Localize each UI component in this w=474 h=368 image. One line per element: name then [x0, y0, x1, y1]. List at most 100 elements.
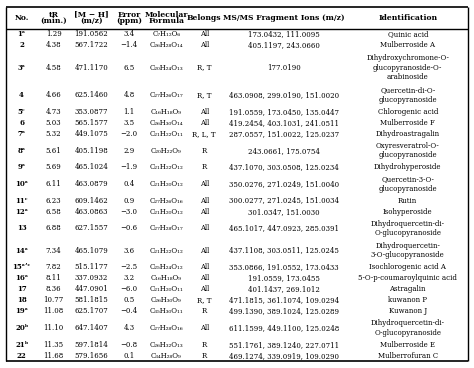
Text: 4.66: 4.66 — [46, 91, 62, 99]
Text: C₂₇H₂₆O₁₆: C₂₇H₂₆O₁₆ — [150, 197, 183, 205]
Text: 8.36: 8.36 — [46, 285, 61, 293]
Text: 350.0276, 271.0249, 151.0040: 350.0276, 271.0249, 151.0040 — [228, 180, 339, 188]
Text: 581.1815: 581.1815 — [74, 296, 108, 304]
Text: 4.3: 4.3 — [123, 324, 135, 332]
Text: All: All — [200, 197, 209, 205]
Text: (m/z): (m/z) — [80, 17, 103, 25]
Text: 5.61: 5.61 — [46, 147, 62, 155]
Text: Mulberrofuran C: Mulberrofuran C — [378, 352, 438, 360]
Text: 449.1075: 449.1075 — [74, 130, 108, 138]
Text: 10.77: 10.77 — [44, 296, 64, 304]
Text: C₃₅H₃₀O₁₁: C₃₅H₃₀O₁₁ — [149, 308, 183, 315]
Text: R, L, T: R, L, T — [192, 130, 216, 138]
Text: C₂₁H₂₂O₁₂: C₂₁H₂₂O₁₂ — [149, 247, 183, 255]
Text: Molecular: Molecular — [145, 11, 188, 19]
Text: R, T: R, T — [197, 91, 211, 99]
Text: All: All — [200, 30, 209, 38]
Text: 597.1814: 597.1814 — [74, 341, 108, 349]
Text: 611.1599, 449.1100, 125.0248: 611.1599, 449.1100, 125.0248 — [228, 324, 339, 332]
Text: 11.68: 11.68 — [44, 352, 64, 360]
Text: 2: 2 — [19, 42, 24, 49]
Text: 5.03: 5.03 — [46, 119, 61, 127]
Text: 0.5: 0.5 — [123, 296, 135, 304]
Text: 1ᵃ: 1ᵃ — [18, 30, 26, 38]
Text: 191.0559, 173.0450, 135.0447: 191.0559, 173.0450, 135.0447 — [228, 108, 339, 116]
Text: C₂₀H₂₄O₁₃: C₂₀H₂₄O₁₃ — [150, 64, 183, 72]
Text: MS/MS Fragment Ions (m/z): MS/MS Fragment Ions (m/z) — [223, 14, 345, 22]
Text: 287.0557, 151.0022, 125.0237: 287.0557, 151.0022, 125.0237 — [228, 130, 339, 138]
Text: Mulberroside A: Mulberroside A — [380, 42, 435, 49]
Text: All: All — [200, 285, 209, 293]
Text: 6.5: 6.5 — [123, 64, 135, 72]
Text: 5.32: 5.32 — [46, 130, 61, 138]
Text: 0.9: 0.9 — [123, 197, 135, 205]
Text: 463.0879: 463.0879 — [74, 180, 108, 188]
Text: −1.9: −1.9 — [120, 163, 137, 171]
Text: 515.1177: 515.1177 — [74, 263, 108, 271]
Text: 7ᵃ: 7ᵃ — [18, 130, 26, 138]
Text: All: All — [200, 42, 209, 49]
Text: 3.4: 3.4 — [123, 30, 135, 38]
Text: 5ᶜ: 5ᶜ — [18, 108, 26, 116]
Text: 11.08: 11.08 — [44, 308, 64, 315]
Text: 177.0190: 177.0190 — [267, 64, 301, 72]
Text: 17: 17 — [17, 285, 27, 293]
Text: 469.1274, 339.0919, 109.0290: 469.1274, 339.0919, 109.0290 — [228, 352, 339, 360]
Text: 6.58: 6.58 — [46, 208, 62, 216]
Text: Dihydroquercetin-di-
O-glucopyranoside: Dihydroquercetin-di- O-glucopyranoside — [371, 319, 445, 337]
Text: 191.0562: 191.0562 — [74, 30, 108, 38]
Text: 7.34: 7.34 — [46, 247, 61, 255]
Text: 5.69: 5.69 — [46, 163, 62, 171]
Text: No.: No. — [14, 14, 29, 22]
Text: 567.1722: 567.1722 — [74, 42, 108, 49]
Text: 3.5: 3.5 — [123, 119, 135, 127]
Text: Quercetin-3-O-
glucopyranoside: Quercetin-3-O- glucopyranoside — [378, 175, 437, 193]
Text: C₁₆H₁₈O₉: C₁₆H₁₈O₉ — [151, 108, 182, 116]
Text: 4.8: 4.8 — [123, 91, 135, 99]
Text: 0.4: 0.4 — [123, 180, 135, 188]
Text: 463.0863: 463.0863 — [74, 208, 108, 216]
Text: 13: 13 — [17, 224, 27, 232]
Text: 4.58: 4.58 — [46, 64, 62, 72]
Text: Kuwanon J: Kuwanon J — [389, 308, 427, 315]
Text: C₂₁H₂₀O₁₂: C₂₁H₂₀O₁₂ — [149, 180, 183, 188]
Text: All: All — [200, 180, 209, 188]
Text: 243.0661, 175.0754: 243.0661, 175.0754 — [248, 147, 319, 155]
Text: 12ᵃ: 12ᵃ — [15, 208, 28, 216]
Text: 3.2: 3.2 — [123, 274, 135, 282]
Text: 465.1079: 465.1079 — [74, 247, 108, 255]
Text: R: R — [201, 308, 207, 315]
Text: Oxyresveratrol-O-
glucopyranoside: Oxyresveratrol-O- glucopyranoside — [376, 142, 439, 159]
Text: 579.1656: 579.1656 — [74, 352, 108, 360]
Text: C₂₇H₂₆O₁₇: C₂₇H₂₆O₁₇ — [150, 91, 183, 99]
Text: 3.6: 3.6 — [123, 247, 135, 255]
Text: 301.0347, 151.0030: 301.0347, 151.0030 — [248, 208, 319, 216]
Text: (min.): (min.) — [40, 17, 67, 25]
Text: 609.1462: 609.1462 — [74, 197, 108, 205]
Text: 191.0559, 173.0455: 191.0559, 173.0455 — [248, 274, 319, 282]
Text: tR: tR — [48, 11, 59, 19]
Text: R: R — [201, 341, 207, 349]
Text: 471.1170: 471.1170 — [74, 64, 108, 72]
Text: 647.1407: 647.1407 — [74, 324, 108, 332]
Text: C₁₆H₁₈O₉: C₁₆H₁₈O₉ — [151, 274, 182, 282]
Text: 437.1070, 303.0508, 125.0234: 437.1070, 303.0508, 125.0234 — [229, 163, 338, 171]
Text: 21ᵇ: 21ᵇ — [15, 341, 28, 349]
Text: Quercetin-di-O-
glucopyranoside: Quercetin-di-O- glucopyranoside — [378, 86, 437, 104]
Text: All: All — [200, 119, 209, 127]
Text: 337.0932: 337.0932 — [75, 274, 108, 282]
Text: 463.0908, 299.0190, 151.0020: 463.0908, 299.0190, 151.0020 — [228, 91, 339, 99]
Text: C₂₆H₃₀O₉: C₂₆H₃₀O₉ — [151, 296, 182, 304]
Text: All: All — [200, 208, 209, 216]
Text: 1.29: 1.29 — [46, 30, 62, 38]
Text: C₂₆H₂₈O₁₄: C₂₆H₂₈O₁₄ — [150, 42, 183, 49]
Text: [M − H]: [M − H] — [74, 11, 109, 19]
Text: 5-O-p-coumaroylquinic acid: 5-O-p-coumaroylquinic acid — [358, 274, 457, 282]
Text: 11ᶜ: 11ᶜ — [15, 197, 28, 205]
Text: 471.1815, 361.1074, 109.0294: 471.1815, 361.1074, 109.0294 — [228, 296, 339, 304]
Text: −2.5: −2.5 — [120, 263, 137, 271]
Text: Isochlorogenic acid A: Isochlorogenic acid A — [369, 263, 446, 271]
Text: 465.1017, 447.0923, 285.0391: 465.1017, 447.0923, 285.0391 — [228, 224, 339, 232]
Text: kuwanon P: kuwanon P — [388, 296, 427, 304]
Text: 437.1108, 303.0511, 125.0245: 437.1108, 303.0511, 125.0245 — [229, 247, 338, 255]
